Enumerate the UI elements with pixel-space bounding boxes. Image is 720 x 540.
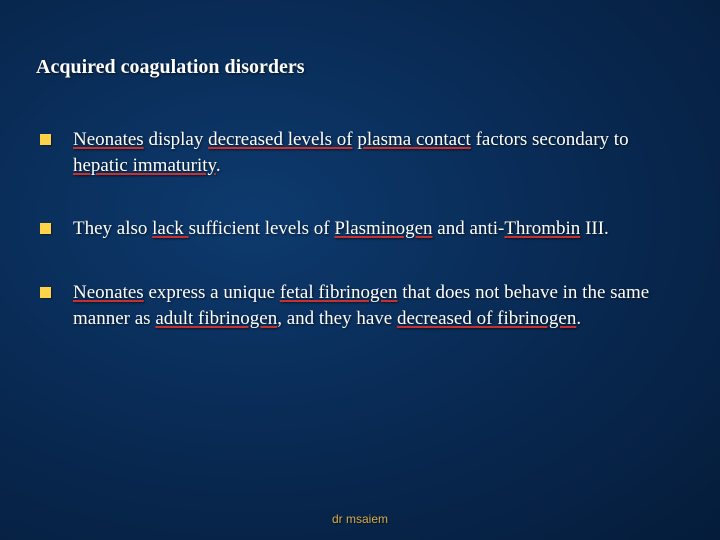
- list-item: Neonates display decreased levels of pla…: [40, 127, 684, 178]
- slide-title: Acquired coagulation disorders: [36, 56, 684, 79]
- list-item: They also lack sufficient levels of Plas…: [40, 216, 684, 242]
- bullet-list: Neonates display decreased levels of pla…: [36, 127, 684, 331]
- slide: Acquired coagulation disorders Neonates …: [0, 0, 720, 331]
- bullet-text: Neonates display decreased levels of pla…: [73, 127, 684, 178]
- list-item: Neonates express a unique fetal fibrinog…: [40, 280, 684, 331]
- bullet-icon: [40, 134, 51, 145]
- bullet-icon: [40, 287, 51, 298]
- footer-text: dr msaiem: [0, 512, 720, 526]
- bullet-icon: [40, 223, 51, 234]
- bullet-text: They also lack sufficient levels of Plas…: [73, 216, 684, 242]
- bullet-text: Neonates express a unique fetal fibrinog…: [73, 280, 684, 331]
